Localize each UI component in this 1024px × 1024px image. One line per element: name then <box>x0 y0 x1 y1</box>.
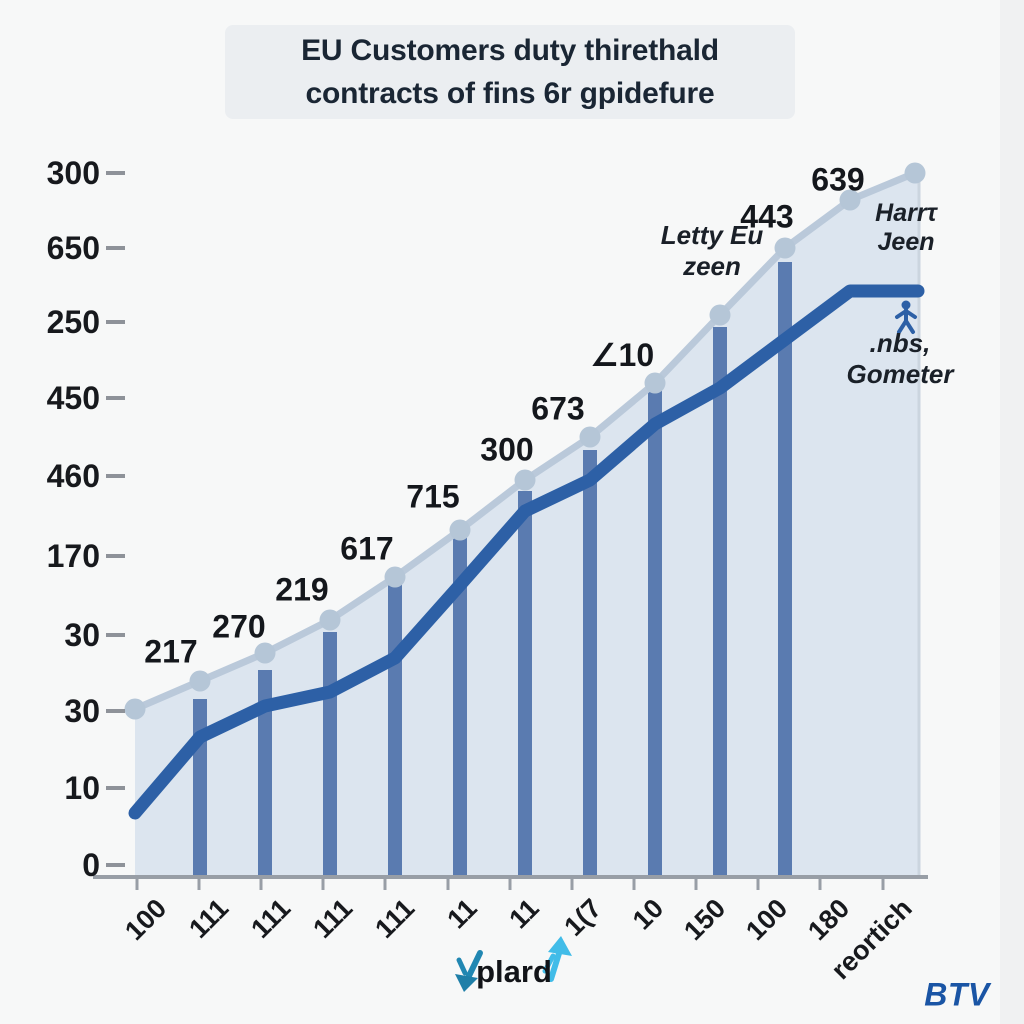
annotation-harrt-line1: Harrτ <box>875 199 937 227</box>
bar <box>648 390 662 876</box>
data-point-label: 673 <box>531 390 585 427</box>
y-axis-label: 170 <box>46 538 100 574</box>
data-point-label: 300 <box>480 431 534 468</box>
person-icon <box>895 300 917 334</box>
bar <box>713 327 727 876</box>
marker-dot <box>319 609 341 631</box>
chart-title-box: EU Customers duty thirethald contracts o… <box>225 25 795 119</box>
arrow-down-icon <box>455 950 483 992</box>
marker-dot <box>709 304 731 326</box>
marker-dot <box>189 670 211 692</box>
data-point-label: 443 <box>740 198 794 235</box>
y-axis-label: 450 <box>46 380 100 416</box>
arrow-up-icon <box>542 936 572 982</box>
annotation-nbs-gometer: .nbs, Gometer <box>847 328 954 390</box>
chart-title-line1: EU Customers duty thirethald <box>301 34 719 67</box>
bar <box>258 670 272 876</box>
chart-series-layer <box>93 162 928 890</box>
y-axis-label: 10 <box>64 770 100 806</box>
bar <box>453 536 467 876</box>
y-axis-label: 650 <box>46 230 100 266</box>
annotation-harrt-line2: Jeen <box>877 228 935 256</box>
data-point-label: ∠10 <box>589 337 655 373</box>
marker-dot <box>124 698 146 720</box>
marker-dot <box>774 237 796 259</box>
bar <box>388 580 402 876</box>
annotation-letty-eu-zeen: Letty Eu zeen <box>661 220 764 282</box>
annotation-gometer-line2: Gometer <box>846 359 954 389</box>
data-point-label: 715 <box>406 478 460 515</box>
marker-dot <box>254 642 276 664</box>
data-point-label: 617 <box>340 530 394 567</box>
y-axis-label: 30 <box>64 693 100 729</box>
dark-line <box>128 284 925 820</box>
data-point-label: 639 <box>811 161 865 198</box>
y-axis-label: 30 <box>64 617 100 653</box>
marker-dot <box>449 519 471 541</box>
y-axis-label: 250 <box>46 304 100 340</box>
bar <box>193 699 207 876</box>
page-right-margin <box>1000 0 1024 1024</box>
bar <box>323 632 337 876</box>
marker-dot <box>579 426 601 448</box>
bar <box>518 491 532 876</box>
marker-dot <box>839 189 861 211</box>
annotation-gometer-line1: .nbs, <box>869 328 931 358</box>
brand-logo: BTV <box>924 976 990 1013</box>
y-axis-label: 300 <box>46 155 100 191</box>
annotation-harrt-jeen: Harrτ Jeen <box>875 199 937 257</box>
marker-dot <box>644 372 666 394</box>
bar <box>778 262 792 876</box>
data-point-label: 217 <box>144 633 198 670</box>
footer-label: plard <box>476 954 552 989</box>
marker-dot <box>384 566 406 588</box>
marker-dot <box>904 162 926 184</box>
bar <box>583 450 597 876</box>
data-point-label: 270 <box>212 608 266 645</box>
data-point-label: 219 <box>275 571 329 608</box>
annotation-letty-line2: zeen <box>683 251 741 281</box>
y-axis-label: 460 <box>46 458 100 494</box>
marker-dot <box>514 469 536 491</box>
chart-title-line2: contracts of fins 6r gpidefure <box>305 77 715 110</box>
annotation-letty-line1: Letty Eu <box>660 220 764 250</box>
y-axis-label: 0 <box>82 847 100 883</box>
